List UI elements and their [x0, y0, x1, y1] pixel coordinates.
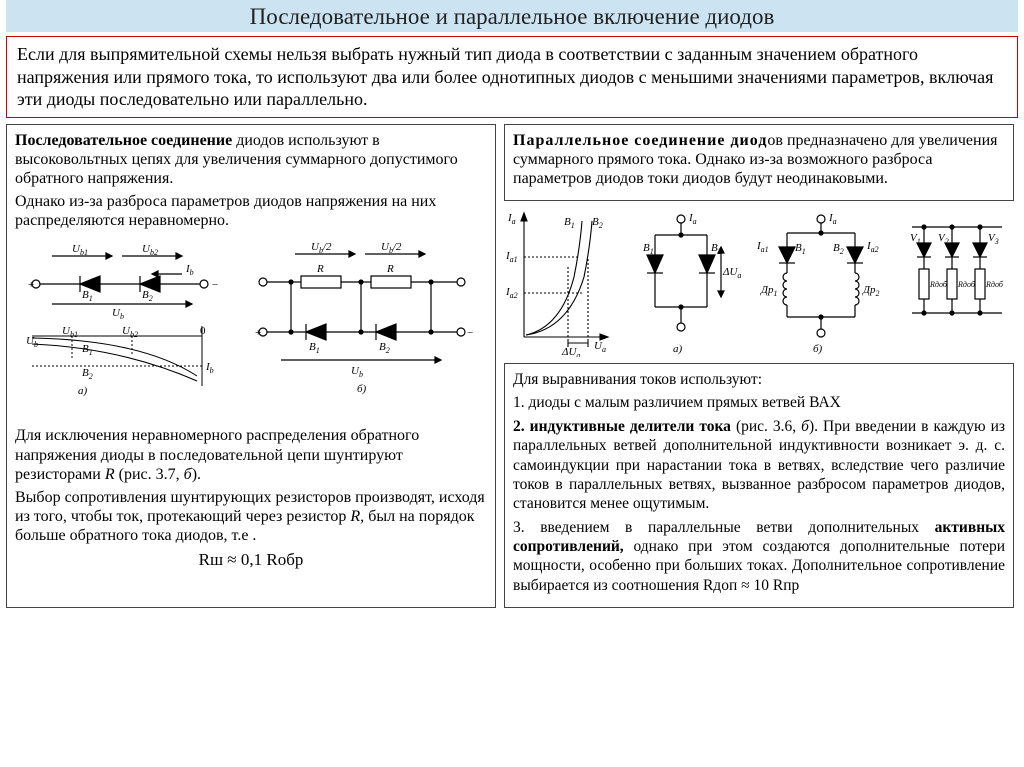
svg-text:Ia1: Ia1: [756, 240, 769, 254]
parallel-iv-curve: Ia Ia1 Ia2 B1 B2 ΔUa Ua: [506, 207, 610, 357]
svg-text:−: −: [212, 279, 218, 291]
svg-text:−: −: [467, 327, 473, 339]
left-diagrams: + − Ub1 Ub2 Ib B1 Ub B2: [15, 236, 487, 396]
svg-text:Ia2: Ia2: [866, 240, 879, 254]
svg-text:B2: B2: [592, 216, 603, 230]
series-schematic-b: Ub/2 Ub/2 R R + − B1 B2 Ub б): [251, 236, 481, 396]
right-p1: Параллельное соединение диодов предназна…: [513, 131, 1005, 189]
svg-text:Ub2: Ub2: [142, 243, 158, 257]
left-p3-text: Для исключения неравномерного распределе…: [15, 427, 419, 482]
svg-text:Ub: Ub: [26, 335, 38, 349]
left-p1: Последовательное соединение диодов испол…: [15, 131, 487, 189]
svg-text:R: R: [386, 263, 394, 275]
page-title: Последовательное и параллельное включени…: [6, 0, 1018, 32]
svg-text:Др1: Др1: [760, 284, 778, 298]
right-p1-bold: Параллельное соединение диод: [513, 132, 767, 149]
svg-text:Ua: Ua: [594, 340, 606, 354]
svg-text:B1: B1: [309, 341, 320, 355]
svg-text:Ub1: Ub1: [62, 325, 78, 339]
left-p1-bold: Последовательное соединение: [15, 132, 232, 149]
svg-text:Ib: Ib: [205, 361, 214, 375]
svg-text:B2: B2: [711, 242, 722, 256]
left-p3-c: (рис. 3.7,: [115, 466, 184, 483]
left-p4-R: R,: [350, 508, 364, 525]
svg-text:Ib: Ib: [185, 263, 194, 277]
left-p4: Выбор сопротивления шунтирующих резистор…: [15, 488, 487, 546]
svg-text:ΔUa: ΔUa: [722, 266, 741, 280]
right-bottom-box: Для выравнивания токов используют: 1. ди…: [504, 363, 1014, 608]
svg-text:Ia2: Ia2: [506, 286, 518, 300]
svg-text:Ia: Ia: [828, 212, 837, 226]
left-column: Последовательное соединение диодов испол…: [6, 124, 496, 609]
right-diagrams: Ia Ia1 Ia2 B1 B2 ΔUa Ua: [504, 207, 1014, 357]
svg-text:б): б): [357, 383, 367, 395]
svg-text:B1: B1: [795, 242, 806, 256]
svg-text:а): а): [78, 385, 88, 396]
svg-text:B1: B1: [82, 289, 93, 303]
rb-l2: 1. диоды с малым различием прямых ветвей…: [513, 393, 1005, 412]
svg-text:Ub1: Ub1: [72, 243, 88, 257]
left-p2: Однако из-за разброса параметров диодов …: [15, 192, 487, 230]
svg-text:B2: B2: [142, 289, 153, 303]
svg-text:Ub/2: Ub/2: [381, 241, 402, 255]
svg-text:Ia1: Ia1: [506, 250, 518, 264]
svg-text:0: 0: [200, 325, 206, 337]
svg-text:б): б): [813, 343, 823, 355]
left-p3: Для исключения неравномерного распределе…: [15, 426, 487, 484]
rb-l4-a: 3. введением в параллельные ветви дополн…: [513, 519, 935, 536]
rb-l1: Для выравнивания токов используют:: [513, 370, 1005, 389]
rb-l3-i: б: [801, 418, 809, 435]
parallel-schematic-b: Ia Ia1 Ia2 B1 B2 Др1 Др2 б): [751, 207, 891, 357]
left-p3-d: ).: [192, 466, 201, 483]
svg-text:B1: B1: [564, 216, 575, 230]
intro-box: Если для выпрямительной схемы нельзя выб…: [6, 36, 1018, 118]
right-top-box: Параллельное соединение диодов предназна…: [504, 124, 1014, 202]
svg-text:+: +: [28, 279, 34, 291]
svg-text:Ub2: Ub2: [122, 325, 138, 339]
svg-text:B2: B2: [833, 242, 844, 256]
svg-text:V1: V1: [910, 232, 921, 246]
svg-text:ΔUa: ΔUa: [561, 346, 580, 357]
parallel-schematic-r: V1 V2 V3 Rдоб Rдоб Rдоб: [902, 207, 1012, 357]
svg-text:+: +: [255, 327, 261, 339]
left-formula: Rш ≈ 0,1 Rобр: [15, 550, 487, 570]
svg-text:V2: V2: [938, 232, 949, 246]
rb-l3-bold: 2. индуктивные делители тока: [513, 418, 731, 435]
svg-text:Rдоб: Rдоб: [929, 280, 948, 289]
parallel-schematic-a: Ia B1 B2 ΔUa а): [621, 207, 741, 357]
svg-text:B1: B1: [82, 343, 93, 357]
svg-text:Ub/2: Ub/2: [311, 241, 332, 255]
svg-text:Ia: Ia: [688, 212, 697, 226]
svg-text:B2: B2: [82, 367, 93, 381]
rb-l3: 2. индуктивные делители тока (рис. 3.6, …: [513, 417, 1005, 514]
svg-text:Ub: Ub: [351, 365, 363, 379]
svg-text:Др2: Др2: [862, 284, 880, 298]
svg-text:B1: B1: [643, 242, 654, 256]
svg-text:Ub: Ub: [112, 307, 124, 321]
right-column: Параллельное соединение диодов предназна…: [504, 124, 1014, 609]
svg-text:B2: B2: [379, 341, 390, 355]
rb-l3-b: (рис. 3.6,: [731, 418, 801, 435]
series-schematic-a: + − Ub1 Ub2 Ib B1 Ub B2: [22, 236, 232, 396]
rb-l4: 3. введением в параллельные ветви дополн…: [513, 518, 1005, 596]
svg-text:Rдоб: Rдоб: [985, 280, 1004, 289]
svg-text:Ia: Ia: [507, 212, 516, 226]
svg-text:Rдоб: Rдоб: [957, 280, 976, 289]
left-p3-R: R: [105, 466, 115, 483]
svg-text:R: R: [316, 263, 324, 275]
svg-text:а): а): [673, 343, 683, 355]
left-p3-b: б: [184, 466, 192, 483]
svg-text:V3: V3: [988, 232, 999, 246]
